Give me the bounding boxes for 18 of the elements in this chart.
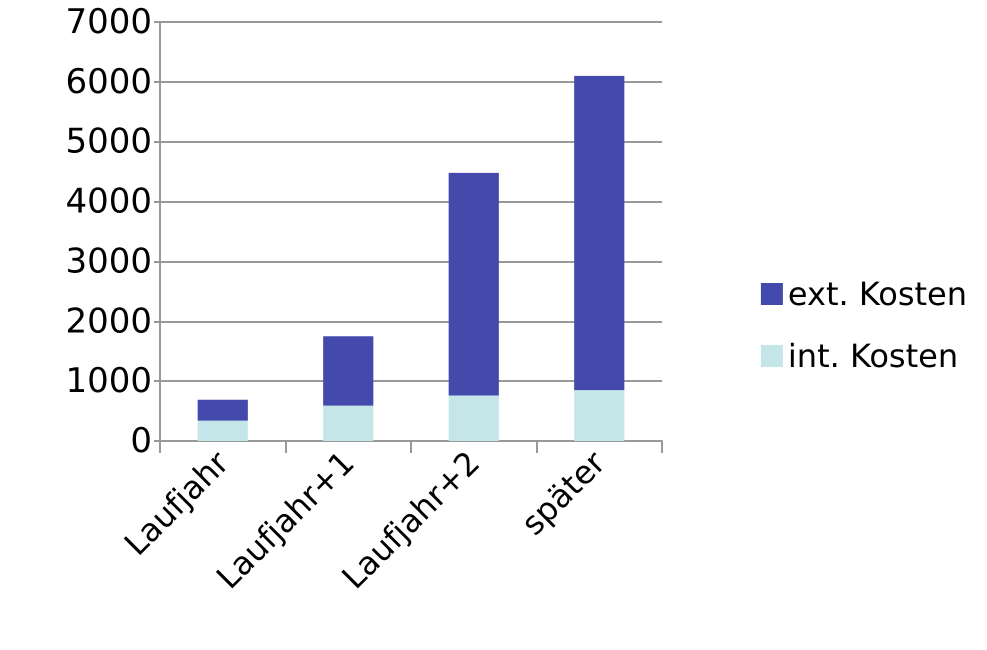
bar [323,336,374,406]
legend-label: int. Kosten [788,337,958,375]
y-tick-label: 2000 [65,301,152,342]
y-tick-label: 1000 [65,361,152,402]
y-tick-label: 0 [130,421,152,461]
bar [448,172,499,396]
legend-label: ext. Kosten [788,275,967,313]
bar [198,420,248,441]
bar [448,396,499,441]
y-tick-label: 4000 [65,182,152,222]
y-tick-label: 7000 [65,2,152,42]
y-tick-label: 5000 [65,122,152,162]
y-tick-label: 6000 [65,62,152,102]
y-tick-label: 3000 [65,241,152,282]
bar [574,390,624,441]
bar [198,400,248,421]
bar [323,406,374,441]
bar [574,76,624,390]
